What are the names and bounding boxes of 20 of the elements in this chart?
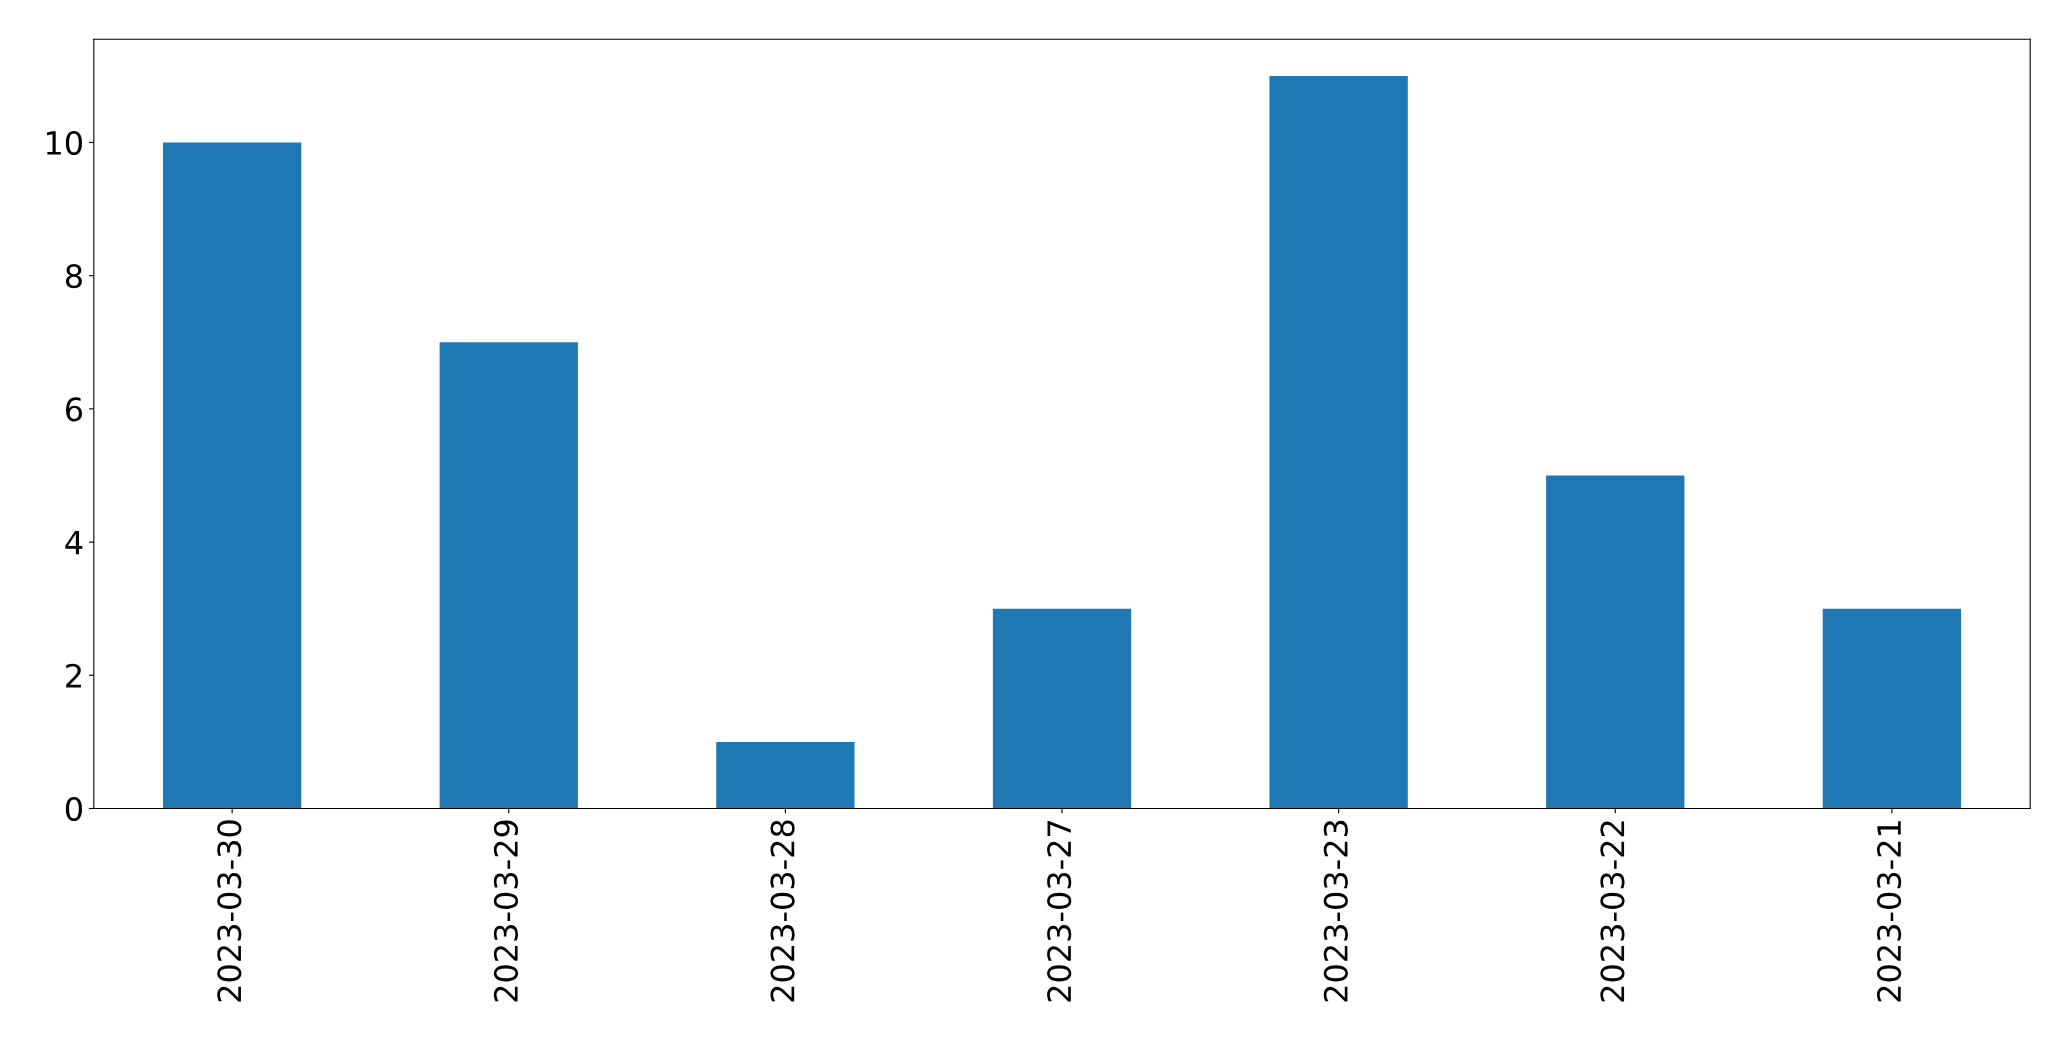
y-tick-label: 2 (66, 663, 81, 688)
y-tick-label: 0 (65, 796, 82, 822)
bar (162, 142, 302, 809)
y-tick-label: 6 (66, 397, 83, 422)
bar (439, 342, 578, 809)
x-tick-label: 2023-03-27 (1047, 820, 1072, 1002)
y-tick-label: 8 (65, 264, 82, 289)
bar (1822, 608, 1962, 809)
y-tick-label: 4 (65, 530, 83, 555)
x-tick-label: 2023-03-28 (770, 820, 795, 1002)
x-tick-label: 2023-03-29 (493, 820, 519, 1002)
y-tick-label: 10 (46, 130, 82, 156)
x-tick-label: 2023-03-30 (217, 820, 242, 1002)
bar (992, 608, 1132, 809)
x-tick-label: 2023-03-23 (1323, 820, 1348, 1002)
bar (1546, 475, 1685, 809)
bar (716, 741, 855, 809)
bar (1269, 75, 1408, 809)
x-tick-label: 2023-03-21 (1876, 821, 1902, 1002)
x-tick-label: 2023-03-22 (1600, 821, 1625, 1002)
